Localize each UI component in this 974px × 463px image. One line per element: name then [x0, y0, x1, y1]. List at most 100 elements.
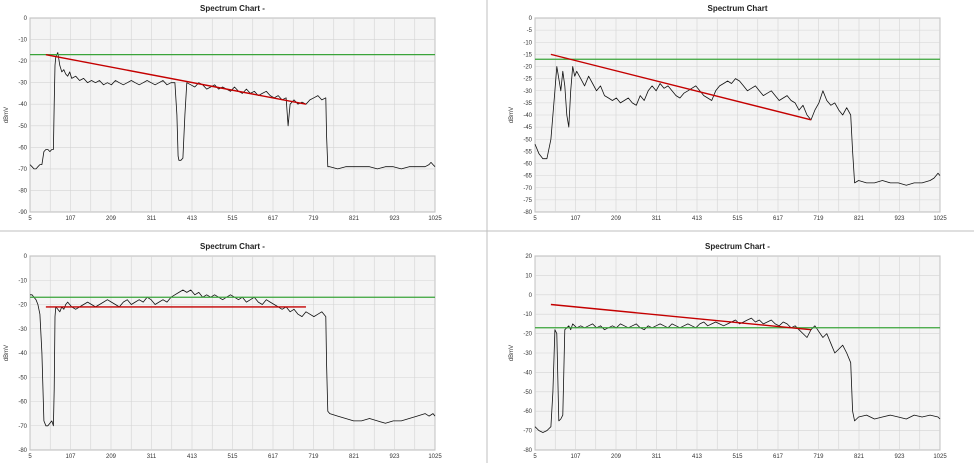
x-tick-label: 209	[611, 454, 622, 460]
y-axis-label: dBmV	[509, 345, 515, 361]
y-tick-label: -40	[523, 113, 532, 119]
x-tick-label: 1025	[428, 216, 442, 222]
y-tick-label: -55	[523, 149, 532, 155]
y-tick-label: -25	[523, 77, 532, 83]
y-tick-label: -5	[527, 28, 533, 34]
y-tick-label: 0	[24, 16, 28, 22]
x-tick-label: 617	[268, 454, 279, 460]
y-tick-label: -45	[523, 125, 532, 131]
spectrum-trace	[30, 289, 436, 427]
x-tick-label: 5	[28, 216, 32, 222]
x-tick-label: 719	[308, 454, 319, 460]
x-tick-label: 107	[65, 216, 76, 222]
y-tick-label: -20	[523, 332, 532, 338]
y-axis-label: dBmV	[4, 107, 10, 123]
y-axis-label: dBmV	[509, 107, 515, 123]
y-tick-label: -20	[523, 65, 532, 71]
y-tick-label: -80	[523, 210, 532, 216]
y-tick-label: -70	[18, 167, 27, 173]
y-tick-label: -60	[523, 409, 532, 415]
y-tick-label: 0	[24, 254, 28, 260]
x-tick-label: 413	[692, 216, 703, 222]
y-tick-label: -40	[523, 370, 532, 376]
y-tick-label: -30	[523, 351, 532, 357]
spectrum-trace	[534, 66, 941, 186]
y-tick-label: -20	[18, 59, 27, 65]
x-tick-label: 719	[308, 216, 319, 222]
x-tick-label: 515	[227, 216, 238, 222]
x-tick-label: 413	[692, 454, 703, 460]
y-tick-label: -10	[18, 38, 27, 44]
x-tick-label: 107	[65, 454, 76, 460]
spectrum-chart-bottom-right: Spectrum Chart - 20 10 0 -10 -20 -30 -40 -50 -60 -…	[505, 238, 950, 460]
x-tick-label: 923	[894, 216, 905, 222]
chart-title: Spectrum Chart -	[705, 242, 770, 251]
x-tick-label: 515	[732, 216, 743, 222]
y-tick-label: -40	[18, 351, 27, 357]
x-tick-label: 209	[611, 216, 622, 222]
y-tick-label: -70	[523, 186, 532, 192]
x-tick-label: 5	[533, 454, 537, 460]
spectrum-chart-bottom-left: Spectrum Chart - 0 -10 -20 -30 -40 -50 -60 -70 -8…	[0, 238, 445, 460]
y-tick-label: -75	[523, 198, 532, 204]
x-tick-label: 719	[813, 454, 824, 460]
x-tick-label: 1025	[933, 216, 947, 222]
chart-svg: Spectrum Chart - 0 -10 -20 -30 -40 -50 -60 -70 -8…	[4, 4, 442, 222]
x-tick-label: 311	[652, 454, 662, 460]
chart-svg: Spectrum Chart 0 -5 -10 -15 -20 -25 -30 -35 -40 -4…	[509, 4, 947, 222]
x-tick-label: 515	[227, 454, 238, 460]
y-tick-label: -50	[523, 137, 532, 143]
y-tick-label: -15	[523, 52, 532, 58]
x-tick-label: 719	[813, 216, 824, 222]
x-tick-label: 209	[106, 454, 117, 460]
y-tick-label: -80	[18, 188, 27, 194]
y-tick-label: -60	[18, 400, 27, 406]
chart-title: Spectrum Chart -	[200, 4, 265, 13]
y-tick-label: -10	[523, 312, 532, 318]
x-tick-label: 311	[147, 216, 157, 222]
spectrum-chart-top-right: Spectrum Chart 0 -5 -10 -15 -20 -25 -30 -35 -40 -4…	[505, 0, 950, 222]
x-tick-label: 107	[570, 216, 581, 222]
y-tick-label: -65	[523, 174, 532, 180]
x-tick-label: 821	[854, 454, 865, 460]
y-tick-label: -40	[18, 102, 27, 108]
x-tick-label: 821	[349, 216, 360, 222]
chart-svg: Spectrum Chart - 20 10 0 -10 -20 -30 -40 -50 -60 -…	[509, 242, 947, 460]
chart-svg: Spectrum Chart - 0 -10 -20 -30 -40 -50 -60 -70 -8…	[4, 242, 442, 460]
x-tick-label: 1025	[428, 454, 442, 460]
chart-title: Spectrum Chart	[707, 4, 767, 13]
x-tick-label: 923	[389, 216, 400, 222]
x-tick-label: 617	[773, 454, 784, 460]
x-tick-label: 1025	[933, 454, 947, 460]
y-tick-label: -30	[523, 89, 532, 95]
y-tick-label: -80	[18, 448, 27, 454]
y-tick-label: -35	[523, 101, 532, 107]
y-tick-label: -20	[18, 303, 27, 309]
trend-line	[45, 53, 307, 105]
x-tick-label: 107	[570, 454, 581, 460]
x-tick-label: 821	[349, 454, 360, 460]
x-tick-label: 821	[854, 216, 865, 222]
y-tick-label: -50	[523, 390, 532, 396]
y-tick-label: -50	[18, 375, 27, 381]
y-tick-label: -10	[18, 278, 27, 284]
spectrum-trace	[29, 52, 436, 170]
x-tick-label: 5	[533, 216, 537, 222]
y-tick-label: 10	[525, 273, 532, 279]
spectrum-chart-top-left: Spectrum Chart - 0 -10 -20 -30 -40 -50 -60 -70 -8…	[0, 0, 445, 222]
y-axis-label: dBmV	[4, 345, 10, 361]
x-tick-label: 923	[389, 454, 400, 460]
y-tick-label: -70	[523, 429, 532, 435]
x-tick-label: 413	[187, 454, 198, 460]
x-tick-label: 311	[147, 454, 157, 460]
y-tick-label: 20	[525, 254, 532, 260]
trend-line	[550, 53, 812, 121]
y-tick-label: -60	[523, 162, 532, 168]
y-tick-label: -10	[523, 40, 532, 46]
x-tick-label: 515	[732, 454, 743, 460]
x-tick-label: 311	[652, 216, 662, 222]
y-tick-label: -60	[18, 145, 27, 151]
trend-line	[550, 303, 812, 331]
y-tick-label: -80	[523, 448, 532, 454]
y-tick-label: -30	[18, 81, 27, 87]
